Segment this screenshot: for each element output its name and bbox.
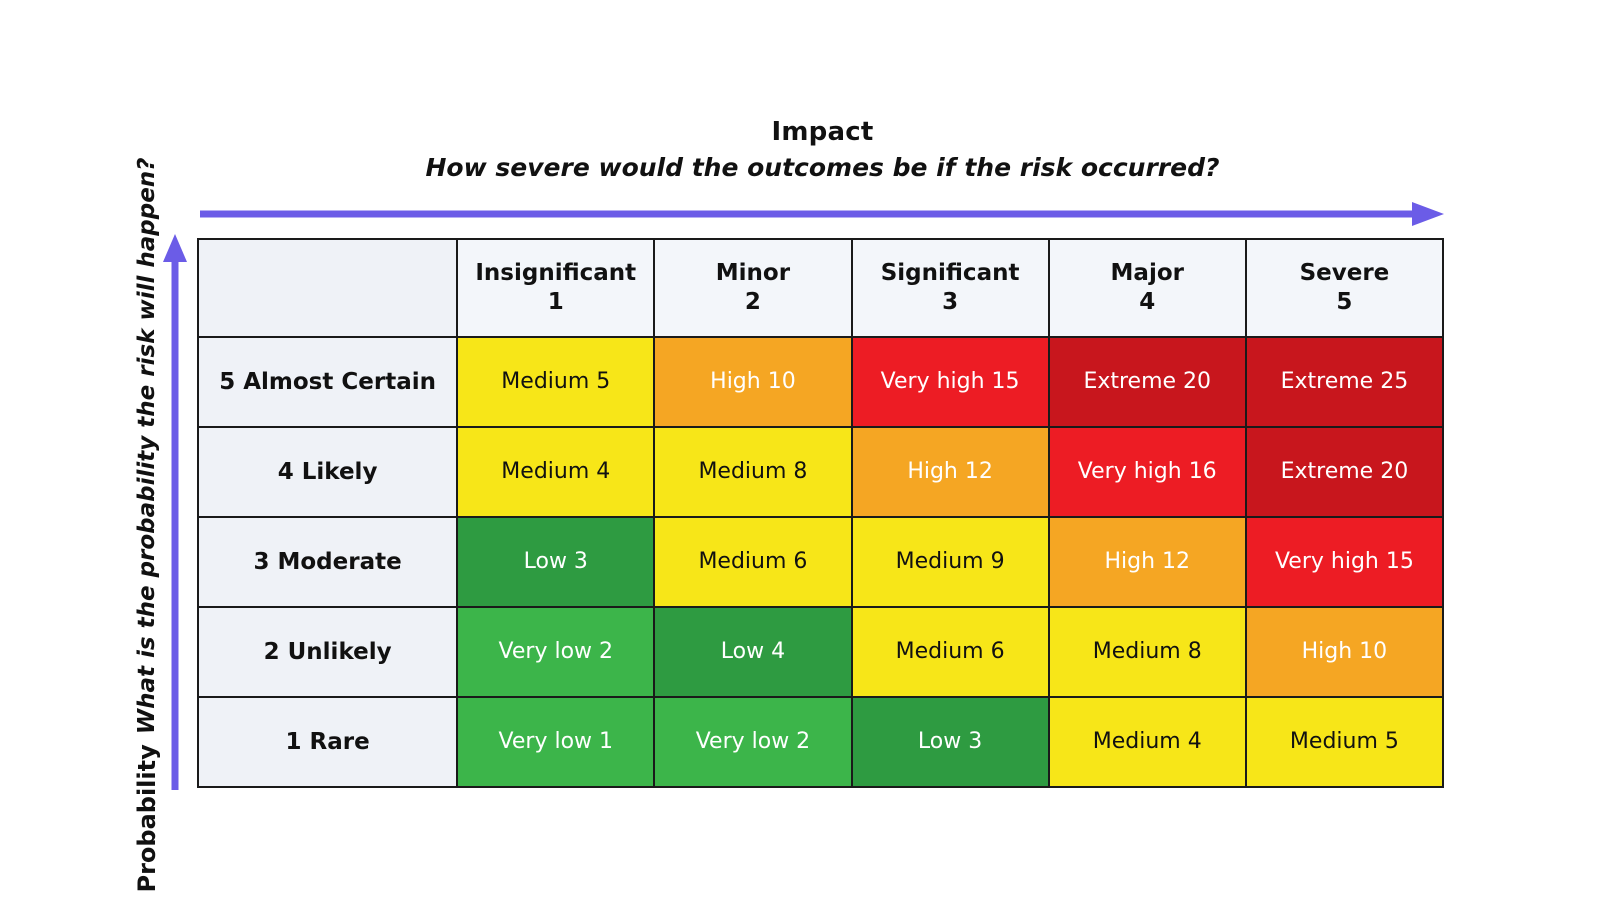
matrix-body: 5 Almost Certain Medium 5 High 10 Very high… (196, 336, 1445, 788)
risk-matrix-table: Insignificant 1 Minor 2 Significant 3 Major 4 Se… (196, 238, 1445, 788)
matrix-row: 4 Likely Medium 4 Medium 8 High 12 Very high… (196, 426, 1445, 518)
matrix-row: 5 Almost Certain Medium 5 High 10 Very high… (196, 336, 1445, 428)
impact-axis-arrow-icon (200, 202, 1444, 226)
probability-axis-title: Probability (133, 744, 161, 893)
matrix-cell-p2-i5[interactable]: High 10 (1244, 606, 1445, 698)
matrix-cell-p4-i2[interactable]: Medium 8 (653, 426, 853, 518)
matrix-cell-p3-i1[interactable]: Low 3 (456, 516, 656, 608)
matrix-cell-p2-i4[interactable]: Medium 8 (1047, 606, 1247, 698)
matrix-column-header-4: Major 4 (1047, 238, 1247, 338)
matrix-cell-p4-i5[interactable]: Extreme 20 (1244, 426, 1445, 518)
matrix-cell-p4-i4[interactable]: Very high 16 (1047, 426, 1247, 518)
matrix-row-label-5: 5 Almost Certain (196, 336, 459, 428)
column-header-name: Minor (715, 259, 791, 286)
impact-axis-subtitle: How severe would the outcomes be if the … (425, 152, 1220, 182)
probability-axis-subtitle: What is the probability the risk will ha… (134, 157, 160, 735)
column-header-score: 4 (1139, 289, 1156, 315)
impact-axis-title: Impact (771, 117, 874, 147)
column-header-score: 3 (942, 289, 959, 315)
impact-axis-heading: Impact How severe would the outcomes be … (200, 117, 1445, 183)
matrix-cell-p1-i5[interactable]: Medium 5 (1244, 696, 1445, 788)
matrix-cell-p3-i3[interactable]: Medium 9 (850, 516, 1050, 608)
matrix-cell-p5-i5[interactable]: Extreme 25 (1244, 336, 1445, 428)
matrix-corner-cell (196, 238, 459, 338)
matrix-cell-p3-i5[interactable]: Very high 15 (1244, 516, 1445, 608)
matrix-cell-p4-i3[interactable]: High 12 (850, 426, 1050, 518)
probability-axis-arrow-icon (163, 234, 187, 790)
matrix-cell-p3-i4[interactable]: High 12 (1047, 516, 1247, 608)
column-header-name: Severe (1299, 259, 1390, 286)
matrix-cell-p5-i1[interactable]: Medium 5 (456, 336, 656, 428)
column-header-score: 2 (744, 289, 761, 315)
matrix-cell-p1-i4[interactable]: Medium 4 (1047, 696, 1247, 788)
matrix-header-row: Insignificant 1 Minor 2 Significant 3 Major 4 Se… (196, 238, 1445, 338)
matrix-cell-p1-i2[interactable]: Very low 2 (653, 696, 853, 788)
matrix-row-label-2: 2 Unlikely (196, 606, 459, 698)
matrix-cell-p1-i3[interactable]: Low 3 (850, 696, 1050, 788)
matrix-cell-p2-i3[interactable]: Medium 6 (850, 606, 1050, 698)
matrix-cell-p2-i1[interactable]: Very low 2 (456, 606, 656, 698)
probability-axis-heading: Probability What is the probability the … (109, 157, 185, 892)
matrix-column-header-2: Minor 2 (653, 238, 853, 338)
matrix-cell-p3-i2[interactable]: Medium 6 (653, 516, 853, 608)
matrix-cell-p5-i2[interactable]: High 10 (653, 336, 853, 428)
column-header-name: Major (1110, 259, 1184, 286)
column-header-name: Insignificant (475, 259, 637, 286)
matrix-cell-p2-i2[interactable]: Low 4 (653, 606, 853, 698)
matrix-column-header-5: Severe 5 (1244, 238, 1445, 338)
matrix-cell-p4-i1[interactable]: Medium 4 (456, 426, 656, 518)
matrix-row: 2 Unlikely Very low 2 Low 4 Medium 6 Medium … (196, 606, 1445, 698)
matrix-column-header-3: Significant 3 (850, 238, 1050, 338)
matrix-cell-p5-i4[interactable]: Extreme 20 (1047, 336, 1247, 428)
column-header-score: 5 (1336, 289, 1353, 315)
column-header-name: Significant (880, 259, 1020, 286)
matrix-row: 3 Moderate Low 3 Medium 6 Medium 9 High 12 Ve… (196, 516, 1445, 608)
column-header-score: 1 (547, 289, 564, 315)
matrix-row-label-1: 1 Rare (196, 696, 459, 788)
matrix-cell-p5-i3[interactable]: Very high 15 (850, 336, 1050, 428)
matrix-row-label-4: 4 Likely (196, 426, 459, 518)
matrix-row-label-3: 3 Moderate (196, 516, 459, 608)
matrix-column-header-1: Insignificant 1 (456, 238, 656, 338)
matrix-cell-p1-i1[interactable]: Very low 1 (456, 696, 656, 788)
